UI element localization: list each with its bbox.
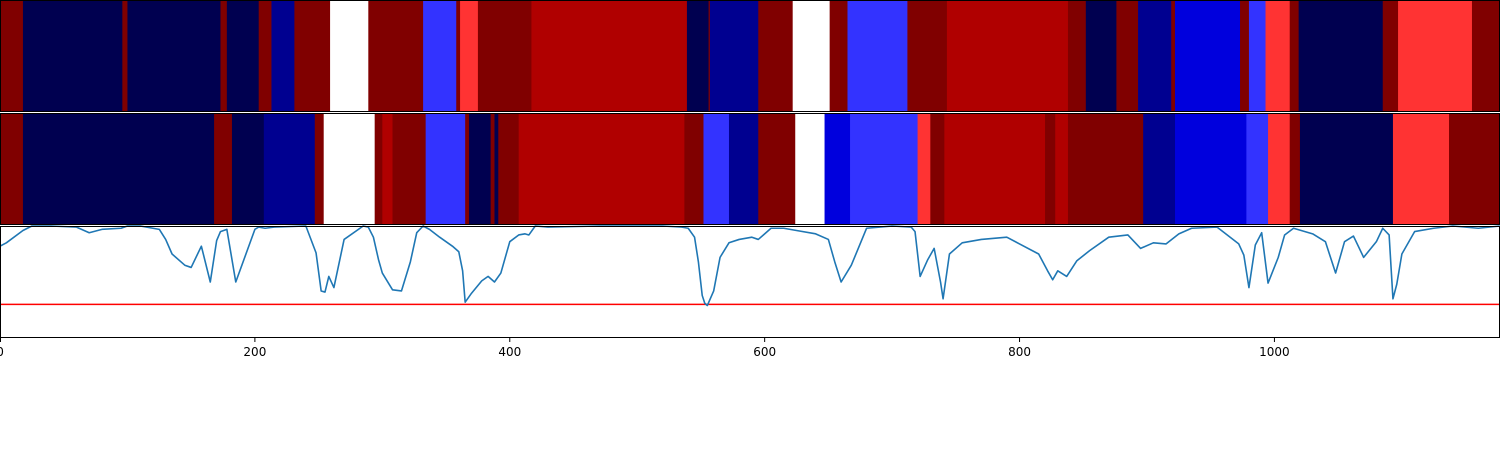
heatmap-cell-1-6 <box>323 113 376 225</box>
heatmap-cell-0-36 <box>1298 0 1384 112</box>
heatmap-cell-0-38 <box>1398 0 1473 112</box>
heatmap-cell-1-30 <box>1143 113 1176 225</box>
heatmap-cell-1-18 <box>703 113 730 225</box>
heatmap-cell-0-30 <box>1171 0 1176 112</box>
heatmap-cell-0-2 <box>122 0 129 112</box>
heatmap-cell-1-17 <box>684 113 705 225</box>
heatmap-cell-1-21 <box>795 113 826 225</box>
heatmap-cell-1-14 <box>494 113 499 225</box>
x-tick-label-1000: 1000 <box>1259 345 1290 359</box>
heatmap-cell-0-27 <box>1085 0 1117 112</box>
x-tick-label-400: 400 <box>498 345 521 359</box>
heatmap-cell-0-4 <box>220 0 228 112</box>
heatmap-cell-0-8 <box>294 0 331 112</box>
heatmap-cell-0-29 <box>1138 0 1172 112</box>
heatmap-cell-1-24 <box>917 113 931 225</box>
heatmap-cell-0-39 <box>1471 0 1500 112</box>
heatmap-cell-0-35 <box>1289 0 1300 112</box>
heatmap-cell-1-1 <box>22 113 215 225</box>
heatmap-cell-1-25 <box>930 113 945 225</box>
heatmap-cell-1-36 <box>1392 113 1450 225</box>
heatmap-cell-0-7 <box>271 0 295 112</box>
heatmap-cell-0-37 <box>1382 0 1399 112</box>
heatmap-row-2 <box>0 113 1500 225</box>
heatmap-cell-1-13 <box>490 113 496 225</box>
heatmap-cell-0-21 <box>829 0 849 112</box>
heatmap-cell-1-37 <box>1449 113 1500 225</box>
heatmap-cell-1-12 <box>468 113 492 225</box>
heatmap-cell-0-9 <box>330 0 369 112</box>
heatmap-cell-1-15 <box>498 113 520 225</box>
heatmap-cell-1-3 <box>231 113 265 225</box>
heatmap-cell-0-34 <box>1265 0 1291 112</box>
heatmap-cell-0-14 <box>477 0 533 112</box>
heatmap-cell-1-11 <box>465 113 470 225</box>
line-panel <box>0 225 1500 307</box>
heatmap-cell-0-1 <box>22 0 123 112</box>
heatmap-cell-1-27 <box>1045 113 1056 225</box>
heatmap-cell-1-32 <box>1246 113 1269 225</box>
heatmap-cell-1-16 <box>518 113 685 225</box>
heatmap-cell-1-33 <box>1268 113 1291 225</box>
x-tick-label-200: 200 <box>243 345 266 359</box>
heatmap-cell-1-35 <box>1299 113 1394 225</box>
heatmap-cell-0-28 <box>1116 0 1139 112</box>
heatmap-cell-0-16 <box>686 0 710 112</box>
heatmap-cell-0-13 <box>460 0 479 112</box>
heatmap-cell-0-22 <box>847 0 908 112</box>
heatmap-cell-1-26 <box>944 113 1046 225</box>
heatmap-cell-0-32 <box>1240 0 1250 112</box>
heatmap-cell-1-0 <box>0 113 24 225</box>
panel-frame-3 <box>0 226 1500 338</box>
heatmap-cell-0-18 <box>709 0 759 112</box>
heatmap-cell-0-25 <box>946 0 1069 112</box>
heatmap-cell-1-20 <box>758 113 796 225</box>
heatmap-cell-1-28 <box>1055 113 1069 225</box>
heatmap-cell-0-3 <box>127 0 222 112</box>
heatmap-cell-0-11 <box>423 0 457 112</box>
x-tick-label-0: 0 <box>0 345 4 359</box>
heatmap-cell-1-34 <box>1289 113 1301 225</box>
heatmap-cell-0-24 <box>921 0 948 112</box>
x-axis: 0 200 400 600 800 1000 <box>0 338 1290 359</box>
x-tick-label-600: 600 <box>753 345 776 359</box>
heatmap-cell-0-23 <box>907 0 923 112</box>
x-tick-label-800: 800 <box>1008 345 1031 359</box>
heatmap-cell-1-29 <box>1067 113 1144 225</box>
series-line <box>0 225 1500 307</box>
heatmap-cell-1-7 <box>374 113 383 225</box>
heatmap-cell-0-20 <box>792 0 831 112</box>
heatmap-cell-1-22 <box>824 113 851 225</box>
heatmap-cell-1-4 <box>263 113 316 225</box>
heatmap-cell-1-31 <box>1175 113 1247 225</box>
heatmap-cell-0-0 <box>0 0 24 112</box>
heatmap-cell-0-19 <box>758 0 794 112</box>
heatmap-cell-0-12 <box>456 0 461 112</box>
heatmap-cell-0-26 <box>1067 0 1087 112</box>
heatmap-cell-0-5 <box>226 0 260 112</box>
heatmap-cell-0-6 <box>258 0 273 112</box>
heatmap-cell-0-15 <box>531 0 688 112</box>
heatmap-cell-1-19 <box>728 113 759 225</box>
heatmap-cell-1-5 <box>314 113 325 225</box>
heatmap-cell-1-10 <box>425 113 466 225</box>
heatmap-cell-0-31 <box>1175 0 1241 112</box>
heatmap-cell-1-2 <box>214 113 233 225</box>
heatmap-cell-0-10 <box>368 0 424 112</box>
heatmap-cell-1-23 <box>850 113 919 225</box>
heatmap-cell-0-17 <box>708 0 711 112</box>
heatmap-row-1 <box>0 0 1500 112</box>
heatmap-cell-1-9 <box>392 113 427 225</box>
heatmap-cell-0-33 <box>1248 0 1267 112</box>
heatmap-cell-1-8 <box>382 113 394 225</box>
